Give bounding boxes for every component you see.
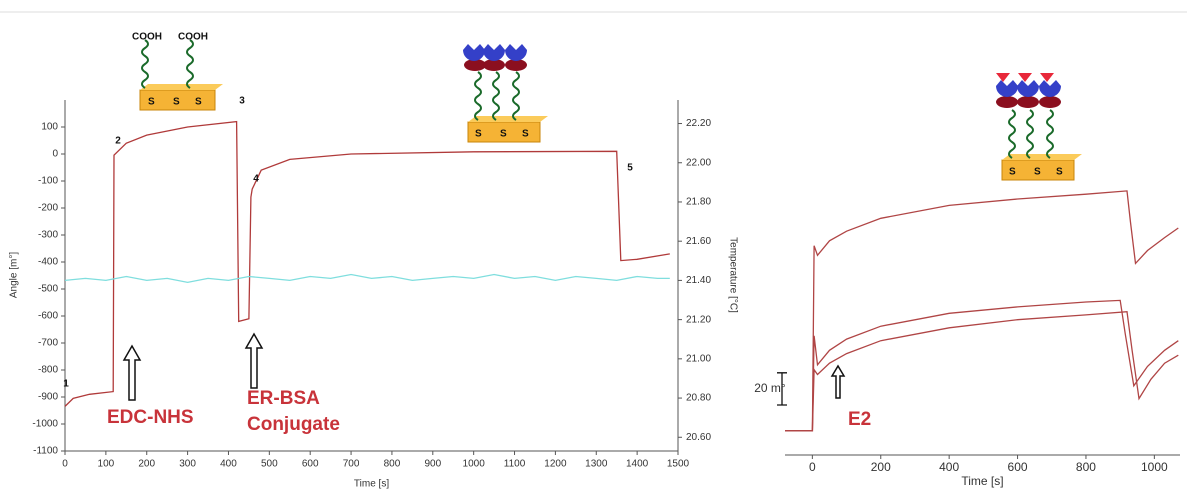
- y-tick-label: -700: [38, 338, 58, 349]
- x-tick-label: 300: [179, 459, 196, 470]
- annotation: EDC-NHS: [107, 407, 194, 428]
- x-tick-label: 600: [1008, 460, 1028, 474]
- x-tick-label: 1200: [544, 459, 567, 470]
- illus-label: COOH: [132, 32, 162, 43]
- y-tick-label: -1000: [32, 419, 58, 430]
- x-tick-label: 1000: [1141, 460, 1168, 474]
- event-label: 2: [115, 136, 121, 147]
- x-tick-label: 0: [809, 460, 816, 474]
- surface-illustration-3: S S S: [996, 73, 1082, 181]
- illus-label: S: [1056, 167, 1063, 178]
- y2-tick-label: 21.00: [686, 353, 711, 364]
- y-tick-label: -900: [38, 392, 58, 403]
- annotation: E2: [848, 409, 871, 430]
- y2-tick-label: 20.80: [686, 393, 711, 404]
- event-label: 1: [63, 379, 69, 390]
- y2-tick-label: 21.20: [686, 314, 711, 325]
- x-tick-label: 1400: [626, 459, 649, 470]
- event-label: 4: [253, 174, 259, 185]
- y-tick-label: -400: [38, 257, 58, 268]
- y2-tick-label: 22.20: [686, 118, 711, 129]
- scale-bar: [777, 372, 787, 406]
- x-tick-label: 1300: [585, 459, 608, 470]
- x-tick-label: 200: [871, 460, 891, 474]
- data-line: [785, 299, 1179, 432]
- surface-illustration-1: COOH COOH S S S: [132, 32, 223, 111]
- x-tick-label: 1000: [463, 459, 486, 470]
- x-axis-label: Time [s]: [961, 474, 1003, 488]
- y2-axis-label: Temperature [°C]: [727, 237, 738, 313]
- y-tick-label: -600: [38, 311, 58, 322]
- illus-label: S: [1034, 167, 1041, 178]
- y-tick-label: 100: [41, 122, 58, 133]
- x-tick-label: 1100: [504, 459, 526, 470]
- arrow: [830, 364, 846, 399]
- x-tick-label: 500: [261, 459, 278, 470]
- x-tick-label: 100: [98, 459, 115, 470]
- x-axis-label: Time [s]: [354, 479, 389, 490]
- arrow: [122, 344, 142, 401]
- event-label: 5: [627, 163, 633, 174]
- x-tick-label: 1500: [667, 459, 690, 470]
- annotation: ER-BSA: [247, 388, 320, 409]
- y2-tick-label: 21.40: [686, 275, 711, 286]
- y-tick-label: -300: [38, 230, 58, 241]
- y2-tick-label: 20.60: [686, 432, 711, 443]
- x-tick-label: 200: [138, 459, 155, 470]
- illus-label: S: [475, 129, 482, 140]
- y-tick-label: 0: [52, 149, 58, 160]
- annotation: Conjugate: [247, 414, 340, 435]
- illus-label: S: [173, 97, 180, 108]
- x-tick-label: 0: [62, 459, 68, 470]
- illus-label: S: [195, 97, 202, 108]
- event-label: 3: [239, 96, 245, 107]
- illus-label: S: [148, 97, 155, 108]
- y-axis-label: Angle [m°]: [9, 252, 20, 298]
- illus-label: S: [500, 129, 507, 140]
- y-tick-label: -100: [38, 176, 58, 187]
- x-tick-label: 400: [220, 459, 237, 470]
- surface-illustration-2: S S S: [463, 44, 548, 143]
- y-tick-label: -800: [38, 365, 58, 376]
- data-line: [785, 311, 1179, 432]
- x-tick-label: 400: [939, 460, 959, 474]
- y-tick-label: -1100: [33, 446, 58, 457]
- scale-bar-label: 20 m°: [754, 381, 786, 395]
- data-line: [64, 120, 670, 407]
- x-tick-label: 800: [384, 459, 401, 470]
- y2-tick-label: 22.00: [686, 157, 711, 168]
- y-tick-label: -200: [38, 203, 58, 214]
- x-tick-label: 700: [343, 459, 360, 470]
- y-tick-label: -500: [38, 284, 58, 295]
- data-line: [785, 190, 1179, 432]
- illus-label: COOH: [178, 32, 208, 43]
- illus-label: S: [522, 129, 529, 140]
- illus-label: S: [1009, 167, 1016, 178]
- x-tick-label: 600: [302, 459, 319, 470]
- arrow: [244, 332, 264, 389]
- y2-tick-label: 21.60: [686, 236, 711, 247]
- x-tick-label: 800: [1076, 460, 1096, 474]
- y2-tick-label: 21.80: [686, 197, 711, 208]
- x-tick-label: 900: [424, 459, 441, 470]
- data-line: [64, 273, 670, 284]
